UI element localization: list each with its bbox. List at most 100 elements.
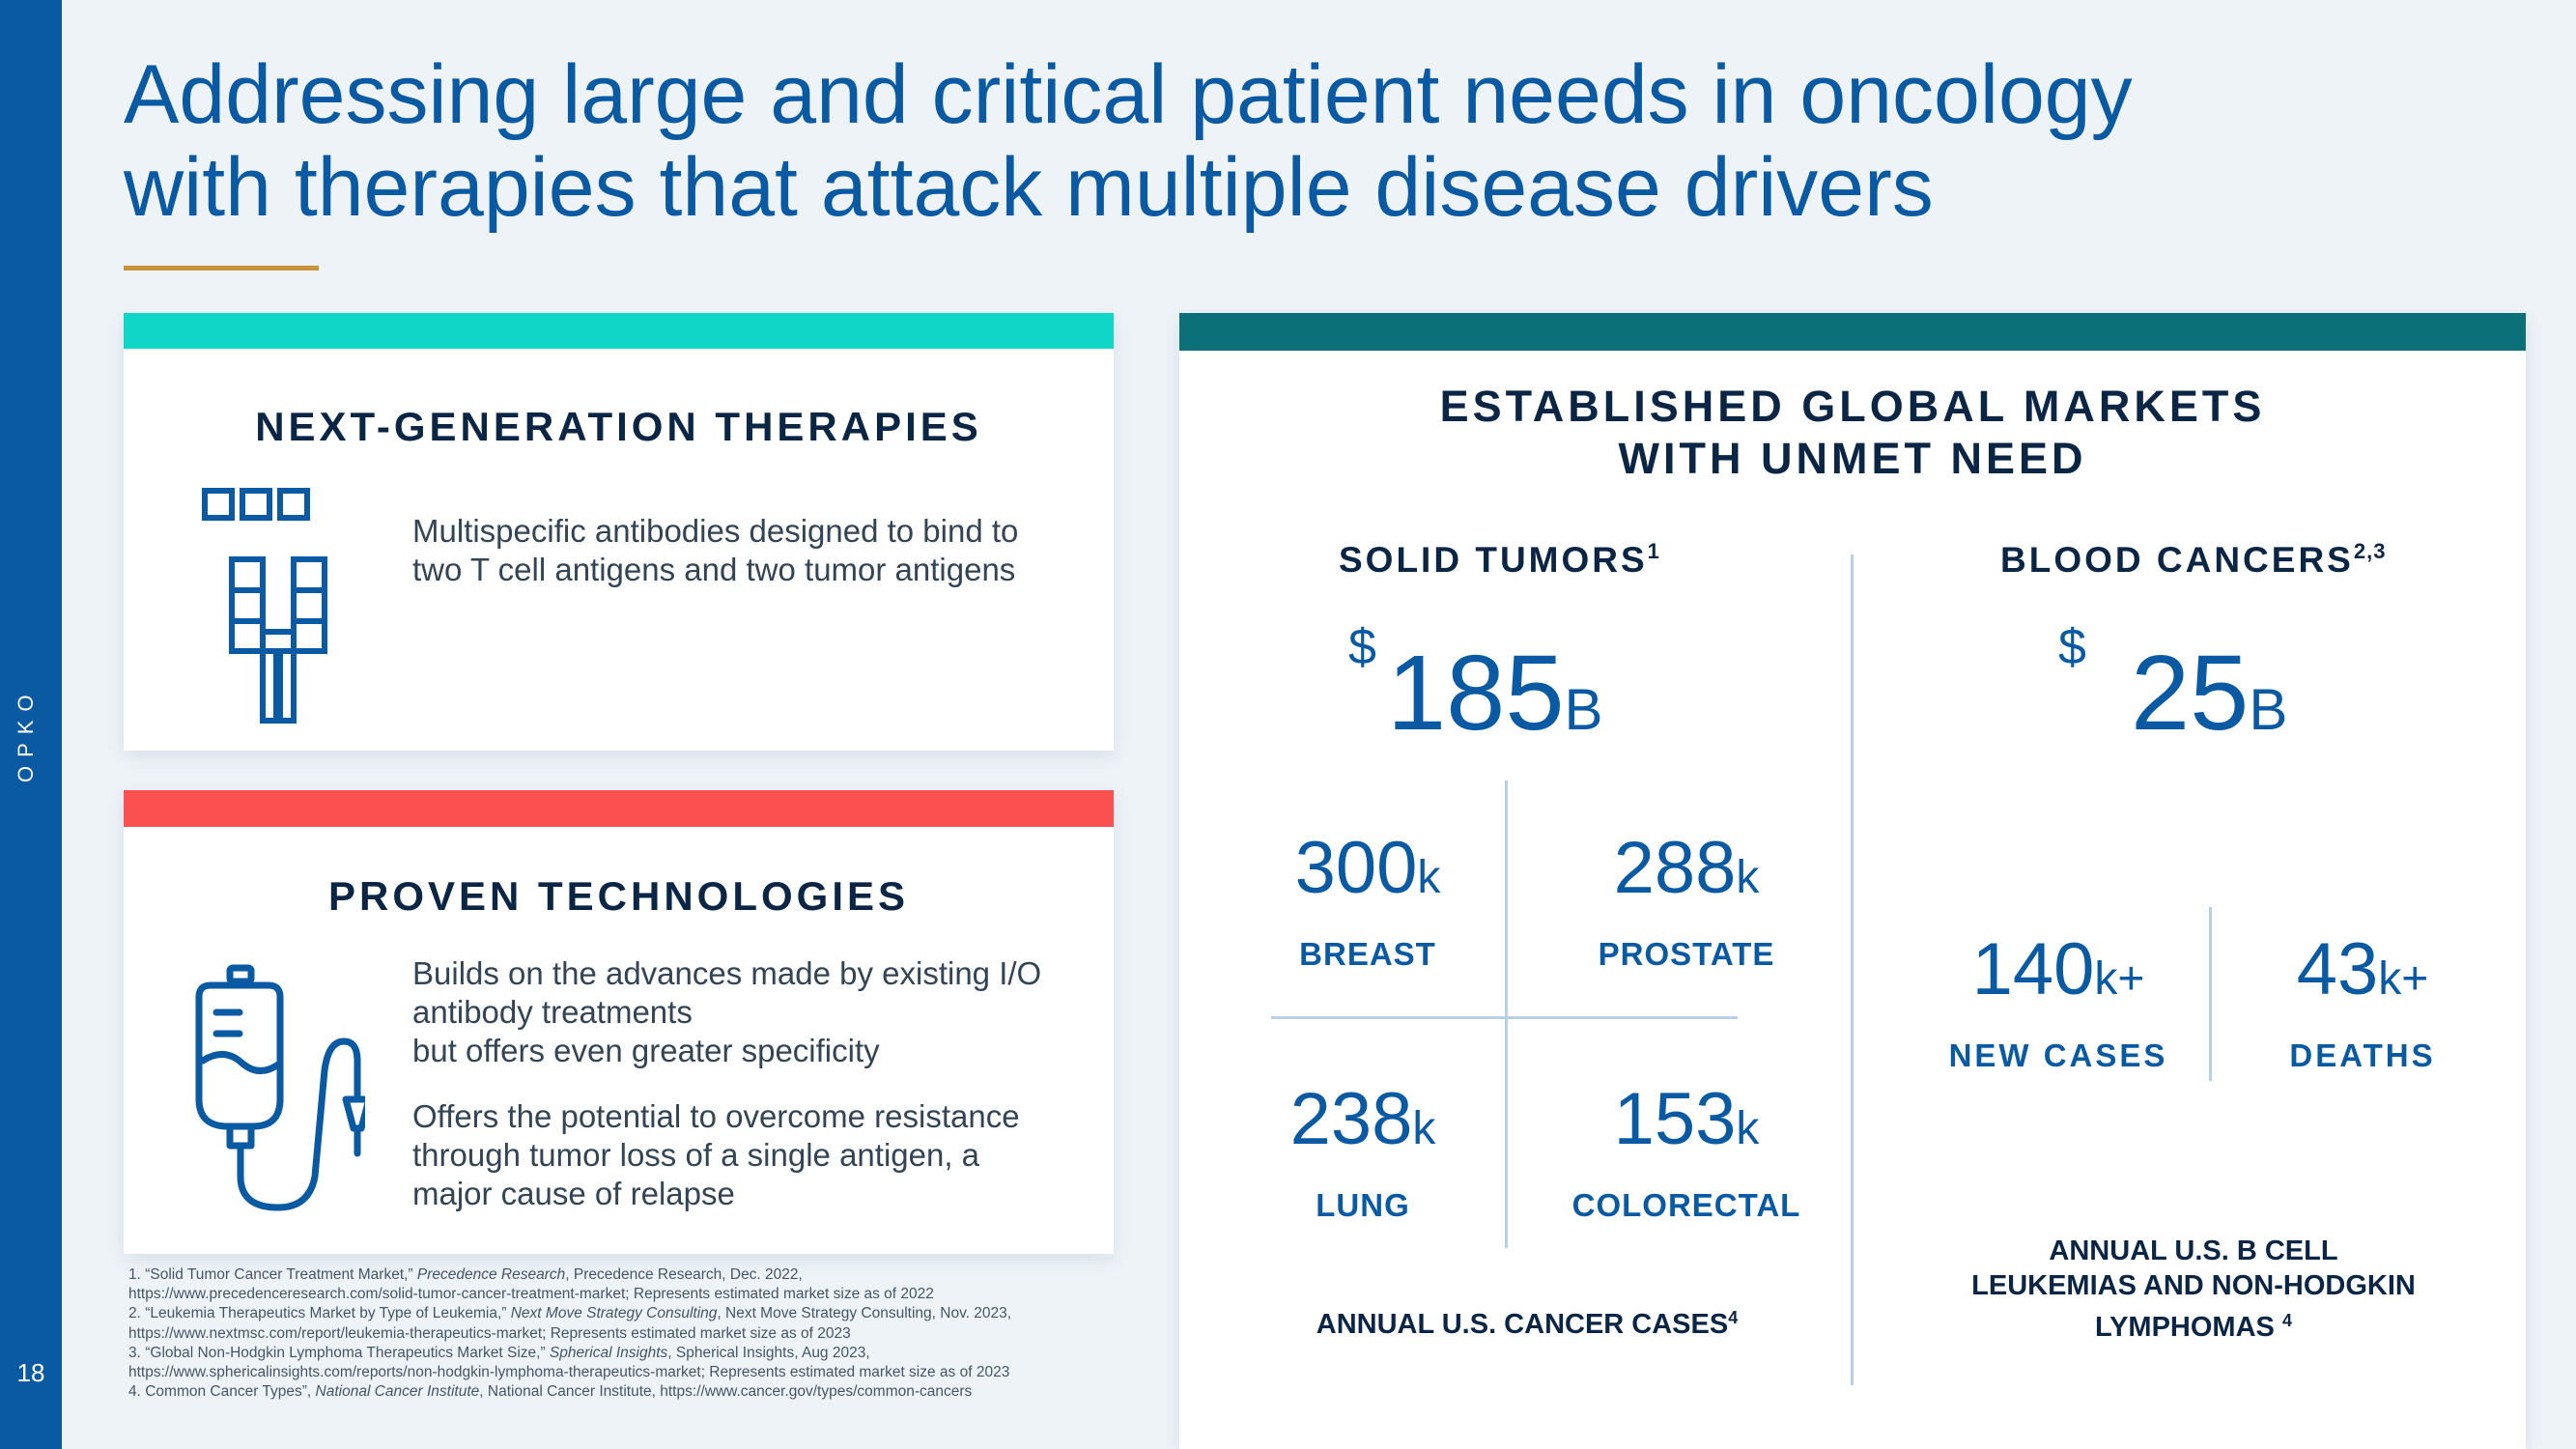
stat-value: 153 bbox=[1613, 1078, 1737, 1160]
global-markets-card: ESTABLISHED GLOBAL MARKETS WITH UNMET NE… bbox=[1179, 313, 2526, 1449]
solid-tumors-footnote-ref: 1 bbox=[1647, 539, 1660, 563]
blood-cancers-label: BLOOD CANCERS bbox=[2000, 540, 2354, 580]
next-gen-therapies-card: NEXT-GENERATION THERAPIES Multispecific … bbox=[124, 313, 1114, 751]
card-accent-bar-teal bbox=[124, 313, 1114, 349]
stat-unit: k bbox=[1412, 1103, 1436, 1154]
proven-p2-line-1: Offers the potential to overcome resista… bbox=[412, 1098, 1020, 1134]
markets-heading-line-1: ESTABLISHED GLOBAL MARKETS bbox=[1439, 382, 2266, 431]
card-accent-bar-coral bbox=[124, 790, 1114, 827]
proven-p1-line-2: antibody treatments bbox=[412, 994, 693, 1030]
footnote-line: 2. “Leukemia Therapeutics Market by Type… bbox=[128, 1304, 1152, 1323]
proven-heading: PROVEN TECHNOLOGIES bbox=[327, 873, 910, 919]
stat-prostate: 288k PROSTATE bbox=[1556, 830, 1817, 973]
solid-tumors-caption: ANNUAL U.S. CANCER CASES4 bbox=[1257, 1300, 1798, 1342]
page-number: 18 bbox=[16, 1358, 45, 1387]
blood-cancers-market-size: $25B bbox=[2058, 619, 2288, 754]
column-divider bbox=[1851, 554, 1854, 1385]
solid-tumors-market-size: $185B bbox=[1348, 619, 1603, 754]
solid-tumors-label: SOLID TUMORS bbox=[1339, 540, 1648, 580]
stat-value: 140 bbox=[1971, 928, 2095, 1010]
footnote-text: https://www.precedenceresearch.com/solid… bbox=[128, 1286, 934, 1303]
stat-colorectal: 153k COLORECTAL bbox=[1556, 1081, 1817, 1224]
next-gen-heading: NEXT-GENERATION THERAPIES bbox=[255, 404, 982, 449]
proven-p2-line-3: major cause of relapse bbox=[412, 1176, 735, 1211]
markets-heading: ESTABLISHED GLOBAL MARKETS WITH UNMET NE… bbox=[1179, 381, 2526, 485]
stat-value: 238 bbox=[1289, 1078, 1413, 1160]
markets-heading-line-2: WITH UNMET NEED bbox=[1618, 434, 2087, 483]
blood-cancers-heading: BLOOD CANCERS2,3 bbox=[2000, 539, 2386, 581]
market-size-unit: B bbox=[2249, 677, 2288, 742]
stat-label: DEATHS bbox=[2289, 1037, 2436, 1073]
market-size-unit: B bbox=[1564, 677, 1603, 742]
blood-cancers-footnote-ref: 2,3 bbox=[2353, 539, 2387, 563]
stat-value: 300 bbox=[1294, 827, 1418, 909]
caption-text: ANNUAL U.S. CANCER CASES bbox=[1316, 1309, 1729, 1340]
footnote-text: 1. “Solid Tumor Cancer Treatment Market,… bbox=[128, 1266, 417, 1283]
left-brand-bar bbox=[0, 0, 62, 1449]
stat-label: BREAST bbox=[1299, 936, 1436, 972]
stats-grid-horizontal-line bbox=[1271, 1016, 1738, 1019]
stat-label: LUNG bbox=[1316, 1187, 1410, 1223]
page-title: Addressing large and critical patient ne… bbox=[124, 48, 2490, 234]
caption-footnote-ref: 4 bbox=[2281, 1311, 2292, 1330]
footnote-text: https://www.sphericalinsights.com/report… bbox=[128, 1364, 1010, 1381]
footnote-text: 2. “Leukemia Therapeutics Market by Type… bbox=[128, 1305, 511, 1322]
footnote-text: 4. Common Cancer Types”, bbox=[128, 1383, 316, 1401]
footnote-line: https://www.sphericalinsights.com/report… bbox=[128, 1363, 1152, 1382]
footnote-source: National Cancer Institute bbox=[315, 1383, 480, 1401]
proven-p1-line-1: Builds on the advances made by existing … bbox=[412, 955, 1042, 991]
stat-new-cases: 140k+ NEW CASES bbox=[1913, 931, 2203, 1074]
proven-paragraph-2: Offers the potential to overcome resista… bbox=[412, 1097, 1089, 1213]
stat-breast: 300k BREAST bbox=[1237, 830, 1498, 973]
footnotes: 1. “Solid Tumor Cancer Treatment Market,… bbox=[128, 1265, 1152, 1402]
footnote-line: 3. “Global Non-Hodgkin Lymphoma Therapeu… bbox=[128, 1344, 1152, 1363]
next-gen-description: Multispecific antibodies designed to bin… bbox=[412, 512, 1089, 589]
footnote-source: Next Move Strategy Consulting bbox=[510, 1305, 718, 1322]
stat-unit: k bbox=[1736, 852, 1760, 903]
market-size-value: 185 bbox=[1387, 634, 1565, 753]
footnote-source: Spherical Insights bbox=[549, 1344, 668, 1361]
caption-line-2: LEUKEMIAS AND NON-HODGKIN bbox=[1971, 1270, 2416, 1301]
blood-stats-divider bbox=[2209, 907, 2212, 1081]
caption-footnote-ref: 4 bbox=[1728, 1308, 1739, 1327]
solid-tumors-heading: SOLID TUMORS1 bbox=[1339, 539, 1660, 581]
footnote-line: 1. “Solid Tumor Cancer Treatment Market,… bbox=[128, 1265, 1152, 1285]
stat-label: COLORECTAL bbox=[1571, 1187, 1801, 1223]
iv-drip-bag-icon bbox=[195, 964, 365, 1211]
stats-grid-vertical-line bbox=[1505, 781, 1508, 1248]
stat-unit: k bbox=[1736, 1103, 1760, 1154]
caption-line-3: LYMPHOMAS bbox=[2095, 1312, 2275, 1343]
stat-unit: k+ bbox=[2378, 953, 2429, 1005]
stat-value: 288 bbox=[1613, 827, 1737, 909]
stat-lung: 238k LUNG bbox=[1237, 1081, 1488, 1224]
footnote-text: , Spherical Insights, Aug 2023, bbox=[667, 1344, 870, 1361]
stat-value: 43 bbox=[2296, 928, 2379, 1010]
multispecific-antibody-icon bbox=[202, 488, 327, 724]
proven-p2-line-2: through tumor loss of a single antigen, … bbox=[412, 1137, 980, 1173]
caption-line-1: ANNUAL U.S. B CELL bbox=[2049, 1236, 2338, 1266]
blood-cancers-caption: ANNUAL U.S. B CELL LEUKEMIAS AND NON-HOD… bbox=[1942, 1234, 2445, 1345]
footnote-text: 3. “Global Non-Hodgkin Lymphoma Therapeu… bbox=[128, 1344, 550, 1361]
stat-unit: k+ bbox=[2094, 953, 2145, 1005]
next-gen-text-line-2: two T cell antigens and two tumor antige… bbox=[412, 552, 1016, 587]
currency-symbol: $ bbox=[2058, 619, 2086, 675]
footnote-text: , Precedence Research, Dec. 2022, bbox=[565, 1266, 803, 1283]
title-underline bbox=[124, 266, 319, 270]
stat-label: NEW CASES bbox=[1948, 1037, 2168, 1073]
footnote-text: , National Cancer Institute, https://www… bbox=[479, 1383, 973, 1401]
market-size-value: 25 bbox=[2131, 634, 2250, 753]
stat-unit: k bbox=[1417, 852, 1441, 903]
footnote-source: Precedence Research bbox=[416, 1266, 566, 1283]
page-title-line-2: with therapies that attack multiple dise… bbox=[124, 141, 1934, 234]
proven-paragraph-1: Builds on the advances made by existing … bbox=[412, 954, 1089, 1070]
footnote-line: https://www.precedenceresearch.com/solid… bbox=[128, 1285, 1152, 1304]
brand-logo-text: OPKO bbox=[14, 686, 38, 782]
currency-symbol: $ bbox=[1348, 619, 1376, 675]
page-title-line-1: Addressing large and critical patient ne… bbox=[124, 48, 2133, 141]
stat-label: PROSTATE bbox=[1598, 936, 1775, 972]
next-gen-text-line-1: Multispecific antibodies designed to bin… bbox=[412, 513, 1019, 549]
proven-p1-line-3: but offers even greater specificity bbox=[412, 1033, 880, 1068]
footnote-line: https://www.nextmsc.com/report/leukemia-… bbox=[128, 1324, 1152, 1344]
stat-deaths: 43k+ DEATHS bbox=[2251, 931, 2474, 1074]
proven-technologies-card: PROVEN TECHNOLOGIES Builds on the advanc… bbox=[124, 790, 1114, 1254]
